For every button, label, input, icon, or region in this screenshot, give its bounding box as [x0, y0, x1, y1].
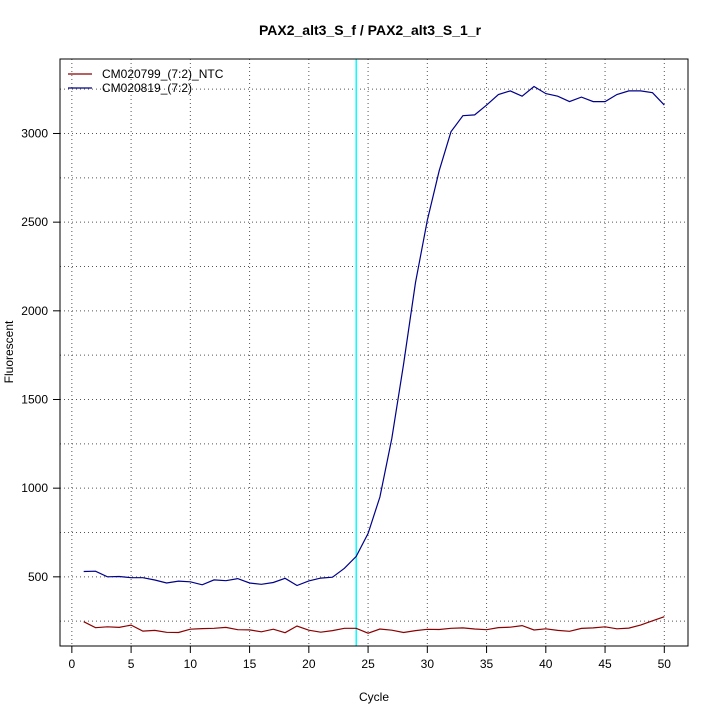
x-tick-label: 30 [421, 657, 435, 671]
series-line-1 [83, 616, 665, 634]
y-axis-label: Fluorescent [2, 320, 16, 383]
y-tick-label: 2500 [21, 215, 48, 229]
y-tick-label: 2000 [21, 304, 48, 318]
grid [60, 59, 688, 646]
y-tick-label: 500 [28, 570, 48, 584]
x-tick-label: 0 [69, 657, 76, 671]
y-tick-label: 3000 [21, 126, 48, 140]
x-axis-label: Cycle [359, 690, 389, 704]
x-tick-label: 20 [302, 657, 316, 671]
chart-title: PAX2_alt3_S_f / PAX2_alt3_S_1_r [259, 22, 482, 38]
x-tick-label: 40 [539, 657, 553, 671]
x-tick-label: 10 [184, 657, 198, 671]
y-tick-label: 1500 [21, 392, 48, 406]
legend-label-2: CM020819_(7:2) [102, 81, 192, 95]
y-axis: 500 1000 1500 2000 2500 3000 [21, 126, 61, 584]
x-tick-label: 50 [658, 657, 672, 671]
legend-label-1: CM020799_(7:2)_NTC [102, 67, 224, 81]
series-lines [83, 85, 665, 634]
x-tick-label: 25 [361, 657, 375, 671]
x-tick-label: 15 [243, 657, 257, 671]
y-tick-label: 1000 [21, 481, 48, 495]
x-tick-label: 5 [128, 657, 135, 671]
x-tick-label: 35 [480, 657, 494, 671]
series-line-2 [83, 85, 665, 587]
plot-frame [59, 58, 689, 647]
x-axis: 0 5 10 15 20 25 30 35 40 45 50 [69, 645, 672, 671]
x-tick-label: 45 [598, 657, 612, 671]
